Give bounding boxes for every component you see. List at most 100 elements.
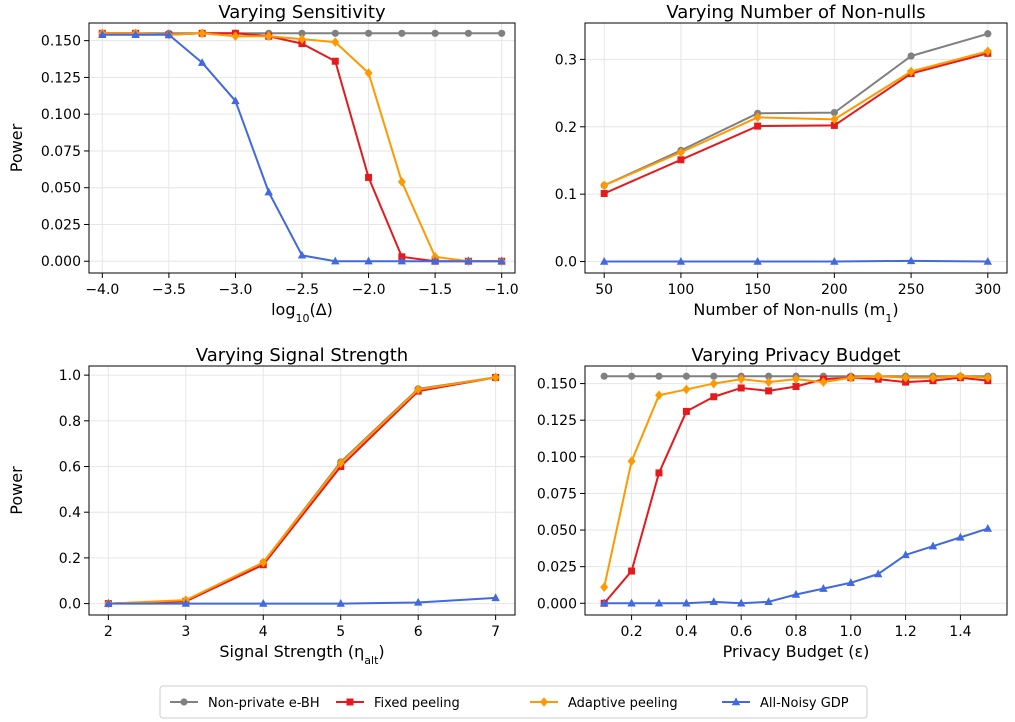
x-axis-label: Privacy Budget (ε) xyxy=(723,642,870,661)
x-axis-label: Signal Strength (ηalt) xyxy=(219,642,384,667)
data-point xyxy=(398,29,406,37)
x-tick-label: 2 xyxy=(104,624,113,640)
legend-entry-non-private-e-bh: Non-private e-BH xyxy=(170,696,320,711)
data-point xyxy=(364,256,373,265)
data-point xyxy=(984,30,992,38)
series-adaptive-peeling xyxy=(104,372,500,609)
x-tick-label: 100 xyxy=(668,282,695,298)
data-point xyxy=(709,378,718,389)
data-point xyxy=(676,147,685,158)
axes-frame xyxy=(584,22,1008,274)
x-tick-label: −2.5 xyxy=(285,282,319,298)
series-non-private-e-bh xyxy=(104,373,500,608)
data-point xyxy=(259,557,268,568)
x-tick-label: 5 xyxy=(336,624,345,640)
data-point xyxy=(231,96,240,105)
data-point xyxy=(431,29,439,37)
chart-title: Varying Number of Non-nulls xyxy=(666,2,925,23)
data-point xyxy=(676,256,686,265)
data-point xyxy=(677,156,685,164)
data-point xyxy=(336,598,345,607)
data-point xyxy=(331,57,339,65)
data-point xyxy=(397,256,407,265)
y-tick-label: 0.2 xyxy=(555,120,577,136)
data-point xyxy=(364,29,373,37)
data-point xyxy=(654,390,663,401)
x-tick-label: −3.0 xyxy=(218,282,252,298)
x-axis-label: log10(Δ) xyxy=(271,300,333,325)
data-point xyxy=(819,377,828,387)
data-point xyxy=(600,189,608,197)
data-point xyxy=(264,187,273,196)
data-point xyxy=(901,372,910,383)
data-point xyxy=(655,469,663,477)
y-tick-label: 0.0 xyxy=(59,597,81,613)
legend-entry-fixed-peeling: Fixed peeling xyxy=(336,696,460,711)
y-axis-label: Power xyxy=(7,123,26,172)
chart-title: Varying Signal Strength xyxy=(196,345,408,366)
data-point xyxy=(830,114,839,125)
chart-title: Varying Sensitivity xyxy=(218,2,386,23)
data-point xyxy=(464,29,473,37)
y-tick-label: 0.075 xyxy=(41,144,81,160)
data-point xyxy=(627,372,636,380)
x-tick-label: −1.0 xyxy=(485,282,519,298)
data-point xyxy=(655,372,663,380)
y-tick-label: 0.2 xyxy=(59,551,81,567)
data-point xyxy=(397,177,406,187)
legend-entry-adaptive-peeling: Adaptive peeling xyxy=(530,696,678,711)
series-line-fixed-peeling xyxy=(108,376,496,605)
series-adaptive-peeling xyxy=(600,371,992,592)
data-point xyxy=(98,30,107,38)
series-fixed-peeling xyxy=(104,373,500,608)
legend-marker xyxy=(731,697,741,706)
legend-marker xyxy=(540,697,548,707)
legend-label: Fixed peeling xyxy=(374,696,460,711)
data-point xyxy=(682,598,691,607)
data-point xyxy=(830,109,838,117)
x-tick-label: 3 xyxy=(181,624,190,640)
data-point xyxy=(956,532,965,541)
data-point xyxy=(600,372,608,380)
data-point xyxy=(264,31,273,42)
data-point xyxy=(830,121,838,129)
data-point xyxy=(846,372,855,383)
legend-box xyxy=(159,685,868,719)
data-point xyxy=(929,372,938,383)
data-point xyxy=(983,523,993,532)
x-tick-label: −2.0 xyxy=(352,282,386,298)
x-axis-label: Number of Non-nulls (m1) xyxy=(693,300,898,325)
legend-label: Adaptive peeling xyxy=(568,696,678,711)
data-point xyxy=(627,456,636,467)
y-tick-label: 0.8 xyxy=(59,414,81,430)
data-point xyxy=(983,46,992,57)
data-point xyxy=(983,372,992,383)
data-point xyxy=(682,372,690,380)
legend-label: Non-private e-BH xyxy=(208,696,320,711)
data-point xyxy=(364,68,373,78)
x-tick-label: −1.5 xyxy=(418,282,452,298)
data-point xyxy=(164,30,174,38)
y-tick-label: 0.075 xyxy=(537,486,577,502)
series-line-fixed-peeling xyxy=(603,52,989,195)
y-tick-label: 0.150 xyxy=(41,34,81,50)
series-line-non-private-e-bh xyxy=(108,376,496,605)
chart-panel-2: 50 100 150 200 250 300 0.0 0.1 0.2 0.3 Varying Num… xyxy=(555,2,1008,325)
x-tick-label: −3.5 xyxy=(152,282,186,298)
y-tick-label: 0.150 xyxy=(537,377,577,393)
data-point xyxy=(599,598,609,607)
data-point xyxy=(198,28,207,39)
y-tick-label: 0.025 xyxy=(41,217,81,233)
data-point xyxy=(682,384,691,395)
data-point xyxy=(874,569,883,578)
data-point xyxy=(365,173,373,181)
data-point xyxy=(819,584,828,592)
x-tick-label: 150 xyxy=(744,282,771,298)
data-point xyxy=(830,256,839,265)
data-point xyxy=(131,30,140,38)
chart-panel-3: 2 3 4 5 6 7 0.0 0.2 0.4 0.6 0.8 1.0 Varying Signal S… xyxy=(7,345,516,667)
data-point xyxy=(874,371,883,382)
data-point xyxy=(181,598,191,607)
series-all-noisy-gdp xyxy=(98,30,506,265)
